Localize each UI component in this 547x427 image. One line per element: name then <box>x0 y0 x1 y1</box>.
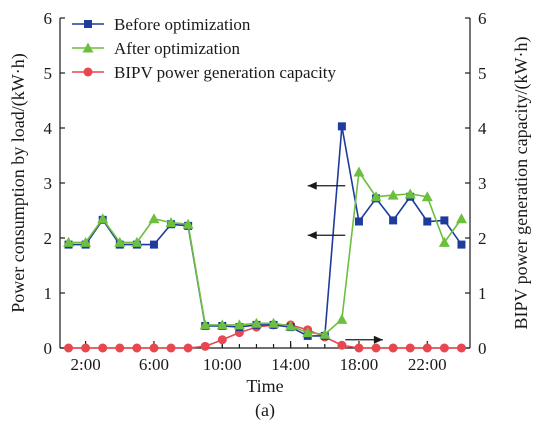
data-point-bipv-power-generation-capacity <box>183 343 193 353</box>
x-tick-label: 10:00 <box>203 355 242 374</box>
data-point-before-optimization <box>389 216 398 225</box>
data-point-after-optimization <box>370 191 382 202</box>
data-point-after-optimization <box>438 236 450 247</box>
x-tick-label: 6:00 <box>139 355 169 374</box>
data-point-after-optimization <box>250 317 262 328</box>
legend-marker <box>84 20 92 28</box>
data-point-bipv-power-generation-capacity <box>64 343 74 353</box>
x-tick-label: 2:00 <box>71 355 101 374</box>
arrows-layer <box>307 181 383 344</box>
x-tick-label: 18:00 <box>340 355 379 374</box>
data-point-bipv-power-generation-capacity <box>456 343 466 353</box>
left-y-tick-label: 6 <box>44 9 53 28</box>
right-y-tick-label: 3 <box>478 174 487 193</box>
x-tick-label: 14:00 <box>271 355 310 374</box>
right-y-tick-label: 0 <box>478 339 487 358</box>
x-tick-label: 22:00 <box>408 355 447 374</box>
data-point-after-optimization <box>114 236 126 247</box>
data-point-bipv-power-generation-capacity <box>371 343 381 353</box>
data-point-after-optimization <box>404 188 416 199</box>
data-point-bipv-power-generation-capacity <box>98 343 108 353</box>
legend: Before optimization After optimization BIP… <box>72 15 337 82</box>
data-point-before-optimization <box>337 122 346 131</box>
left-y-tick-label: 2 <box>44 229 53 248</box>
legend-label: BIPV power generation capacity <box>114 63 337 82</box>
data-point-bipv-power-generation-capacity <box>200 341 210 351</box>
data-point-after-optimization <box>285 320 297 331</box>
left-y-tick-label: 0 <box>44 339 53 358</box>
left-y-tick-label: 3 <box>44 174 53 193</box>
data-point-after-optimization <box>80 236 92 247</box>
axis-arrow-left <box>307 231 346 240</box>
left-y-tick-label: 5 <box>44 64 53 83</box>
legend-marker <box>83 67 93 77</box>
axis-arrow-left <box>307 181 346 190</box>
right-y-tick-label: 4 <box>478 119 487 138</box>
legend-item-before-optimization: Before optimization <box>72 15 251 34</box>
data-point-bipv-power-generation-capacity <box>337 340 347 350</box>
data-point-bipv-power-generation-capacity <box>115 343 125 353</box>
data-point-bipv-power-generation-capacity <box>354 343 364 353</box>
left-y-tick-label: 4 <box>44 119 53 138</box>
right-y-axis-title: BIPV power generation capacity/(kW·h) <box>511 36 532 329</box>
data-point-bipv-power-generation-capacity <box>149 343 159 353</box>
data-point-bipv-power-generation-capacity <box>217 335 227 345</box>
data-point-before-optimization <box>354 217 363 226</box>
data-point-before-optimization <box>149 240 158 249</box>
right-y-tick-label: 2 <box>478 229 487 248</box>
data-point-bipv-power-generation-capacity <box>166 343 176 353</box>
data-point-after-optimization <box>216 319 228 330</box>
data-point-bipv-power-generation-capacity <box>132 343 142 353</box>
data-point-after-optimization <box>165 217 177 228</box>
right-y-tick-label: 5 <box>478 64 487 83</box>
left-y-axis-title: Power consumption by load/(kW·h) <box>8 53 29 312</box>
data-point-bipv-power-generation-capacity <box>422 343 432 353</box>
left-y-tick-label: 1 <box>44 284 53 303</box>
right-y-tick-label: 6 <box>478 9 487 28</box>
data-point-after-optimization <box>302 327 314 338</box>
series-line-bipv-power-generation-capacity <box>68 324 462 349</box>
axis-arrow-right <box>345 335 383 344</box>
data-point-before-optimization <box>457 240 466 249</box>
series-before-optimization <box>64 122 466 340</box>
data-point-after-optimization <box>268 317 280 328</box>
data-point-bipv-power-generation-capacity <box>388 343 398 353</box>
data-point-after-optimization <box>63 236 75 247</box>
legend-marker <box>82 42 94 53</box>
data-point-before-optimization <box>440 216 449 225</box>
series-after-optimization <box>63 166 467 339</box>
data-point-after-optimization <box>148 213 160 224</box>
series-layer <box>63 122 467 353</box>
data-point-after-optimization <box>336 313 348 324</box>
data-point-after-optimization <box>319 328 331 339</box>
data-point-after-optimization <box>131 236 143 247</box>
data-point-bipv-power-generation-capacity <box>81 343 91 353</box>
data-point-after-optimization <box>233 319 245 330</box>
series-line-after-optimization <box>68 169 463 336</box>
data-point-after-optimization <box>455 213 467 224</box>
data-point-after-optimization <box>387 189 399 200</box>
series-line-before-optimization <box>68 126 463 337</box>
data-point-after-optimization <box>97 213 109 224</box>
data-point-after-optimization <box>353 166 365 177</box>
legend-label: After optimization <box>114 39 241 58</box>
right-y-tick-label: 1 <box>478 284 487 303</box>
data-point-bipv-power-generation-capacity <box>405 343 415 353</box>
legend-item-after-optimization: After optimization <box>72 39 241 58</box>
data-point-after-optimization <box>199 319 211 330</box>
data-point-after-optimization <box>182 218 194 229</box>
data-point-after-optimization <box>421 191 433 202</box>
data-point-bipv-power-generation-capacity <box>439 343 449 353</box>
figure-caption: (a) <box>255 400 275 421</box>
legend-item-bipv-power-generation-capacity: BIPV power generation capacity <box>72 63 337 82</box>
data-point-before-optimization <box>423 217 432 226</box>
x-axis-title: Time <box>246 376 283 396</box>
legend-label: Before optimization <box>114 15 251 34</box>
